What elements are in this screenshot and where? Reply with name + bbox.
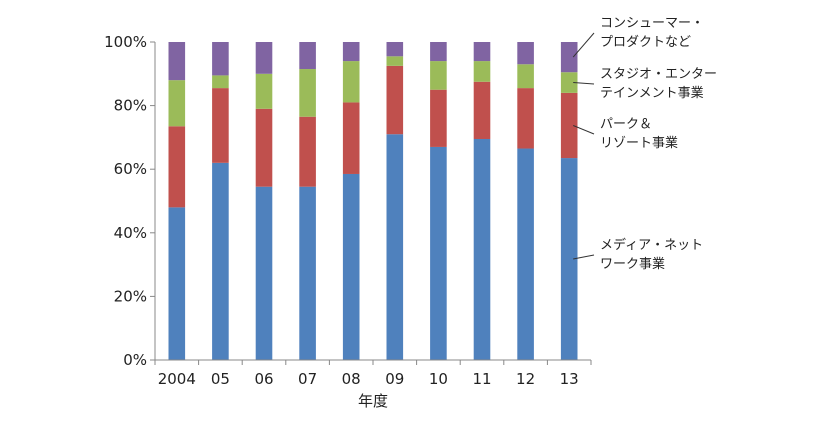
bar-segment-06-s0 [255,186,273,360]
x-tick-label: 12 [516,370,535,388]
y-tick-label: 60% [114,160,147,178]
bar-segment-12-s2 [517,64,534,89]
bar-segment-08-s0 [342,173,360,360]
legend-leader-line-s1 [573,125,595,135]
axes-group [150,41,592,365]
x-tick-label: 06 [254,370,273,388]
x-tick-label: 2004 [158,370,196,388]
bar-segment-11-s1 [473,81,491,139]
bar-segment-11-s3 [473,42,491,62]
x-tick-label: 11 [472,370,491,388]
x-tick-label: 09 [385,370,404,388]
bar-segment-13-s3 [560,42,578,73]
bar-segment-11-s2 [473,61,491,82]
y-tick-label: 100% [104,33,147,51]
bar-segment-13-s0 [560,158,578,360]
bar-segment-05-s0 [212,162,229,360]
y-tick-labels: 0% 20% 40% 60% 80% 100% [104,33,147,369]
legend-label-s0-line0: メディア・ネット [600,237,703,253]
bars-group [168,42,578,360]
bar-segment-06-s2 [255,73,273,109]
bar-segment-09-s0 [386,134,404,360]
x-tick-label: 05 [211,370,230,388]
legend-leader-line-s0 [573,254,595,260]
bar-segment-2004-s0 [168,207,186,360]
legend-label-s0-line1: ワーク事業 [600,256,665,272]
bar-segment-09-s2 [386,56,404,66]
legend-label-s1-line0: パーク＆ [600,117,652,132]
legend-label-s3-line1: プロダクトなど [600,35,691,50]
x-tick-label: 13 [560,370,579,388]
bar-segment-05-s3 [212,42,229,76]
bar-segment-12-s3 [517,42,534,65]
x-tick-label: 08 [342,370,361,388]
legend-label-s3-line0: コンシューマー・ [600,16,704,31]
y-tick-label: 0% [123,351,147,369]
bar-segment-08-s3 [342,42,360,62]
x-axis-title: 年度 [358,392,388,410]
x-tick-label: 07 [298,370,317,388]
bar-segment-10-s0 [430,146,447,360]
bar-segment-06-s3 [255,42,273,74]
bar-segment-12-s0 [517,148,534,360]
legend-leader-line-s3 [572,32,595,58]
bar-segment-11-s0 [473,138,491,360]
bar-segment-10-s3 [430,42,447,62]
y-tick-label: 20% [114,287,147,305]
legend-label-s2-line1: テインメント事業 [600,85,704,101]
bar-segment-06-s1 [255,108,273,187]
legend-label-s1-line1: リゾート事業 [600,135,678,151]
bar-segment-10-s1 [430,89,447,147]
y-tick-label: 80% [114,97,147,115]
bar-segment-2004-s2 [168,80,186,127]
bar-segment-07-s3 [299,42,316,70]
x-tick-label: 10 [429,370,448,388]
bar-segment-13-s2 [560,72,578,93]
legend-label-s2-line0: スタジオ・エンター [600,67,717,82]
bar-segment-08-s2 [342,61,360,103]
bar-segment-05-s1 [212,88,229,163]
bar-segment-2004-s1 [168,126,186,208]
y-tick-label: 40% [114,224,147,242]
bar-segment-2004-s3 [168,42,186,81]
bar-segment-07-s0 [299,186,316,360]
x-tick-labels: 2004 05 06 07 08 09 10 11 12 13 [158,370,579,388]
bar-segment-05-s2 [212,75,229,89]
legend-leader-line-s2 [573,82,595,85]
bar-segment-08-s1 [342,102,360,174]
bar-segment-13-s1 [560,92,578,159]
bar-segment-10-s2 [430,61,447,90]
bar-segment-12-s1 [517,88,534,149]
bar-segment-09-s3 [386,42,404,57]
bar-segment-07-s1 [299,116,316,187]
bar-segment-09-s1 [386,65,404,135]
bar-segment-07-s2 [299,69,316,117]
